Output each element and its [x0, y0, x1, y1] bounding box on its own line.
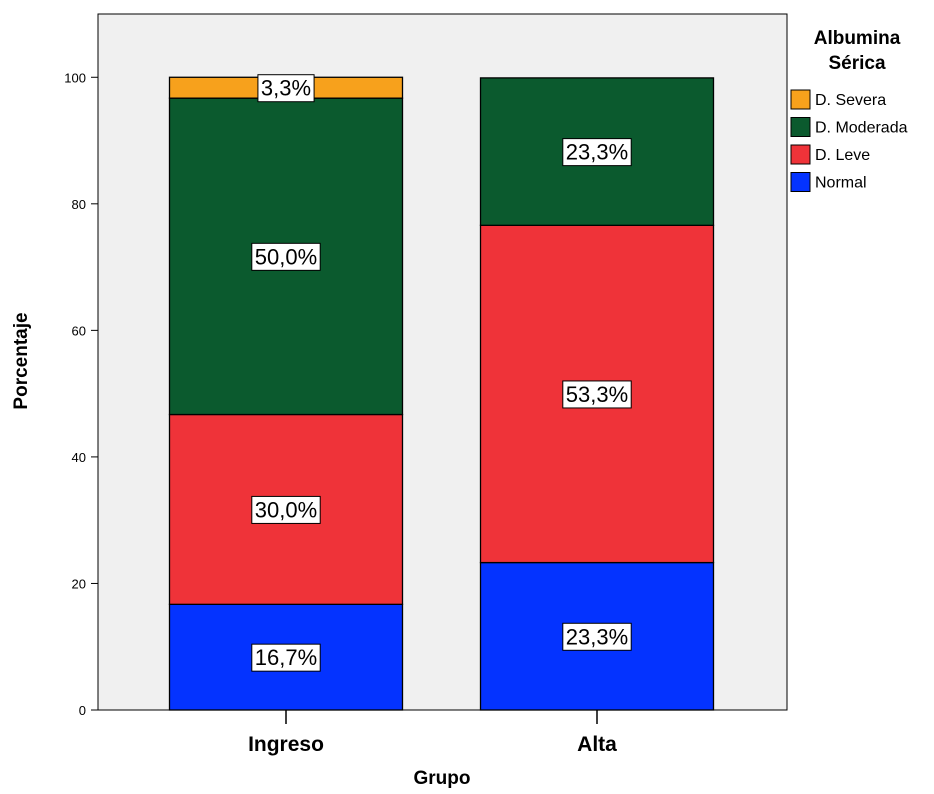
- data-label-text: 3,3%: [261, 76, 311, 101]
- data-label-box: [562, 138, 632, 167]
- data-label-alta-d-leve: 53,3%: [562, 380, 632, 409]
- legend-swatch-d-moderada: [790, 117, 811, 137]
- data-label-ingreso-d-severa: 3,3%: [257, 74, 315, 103]
- y-tick-label: 100: [64, 70, 86, 85]
- data-label-alta-normal: 23,3%: [562, 622, 632, 651]
- legend: Albumina Sérica D. Severa D. Moderada D. L…: [790, 28, 908, 192]
- y-tick-label: 20: [72, 576, 86, 591]
- y-tick-label: 80: [72, 197, 86, 212]
- legend-label-d-severa: D. Severa: [815, 92, 886, 109]
- data-label-ingreso-d-leve: 30,0%: [251, 495, 321, 524]
- y-tick-label: 0: [79, 703, 86, 718]
- legend-swatch-d-leve: [790, 144, 811, 165]
- x-category-label-alta: Alta: [577, 733, 617, 756]
- data-label-ingreso-d-moderada: 50,0%: [251, 242, 321, 271]
- data-label-box: [251, 643, 321, 672]
- legend-label-normal: Normal: [815, 175, 867, 192]
- data-label-box: [251, 242, 321, 271]
- legend-swatch-d-severa: [790, 89, 811, 110]
- data-label-text: 50,0%: [255, 244, 317, 269]
- data-label-text: 30,0%: [255, 497, 317, 522]
- legend-label-d-leve: D. Leve: [815, 147, 870, 164]
- data-label-alta-d-moderada: 23,3%: [562, 138, 632, 167]
- x-axis: Ingreso Alta: [248, 710, 617, 756]
- y-axis-title: Porcentaje: [11, 312, 32, 409]
- data-label-text: 23,3%: [566, 140, 628, 165]
- legend-title-line-2: Sérica: [828, 53, 885, 74]
- legend-label-d-moderada: D. Moderada: [815, 120, 908, 137]
- y-tick-label: 40: [72, 450, 86, 465]
- y-axis: 0 20 40 60 80 100: [64, 14, 99, 718]
- data-label-box: [562, 622, 632, 651]
- x-category-label-ingreso: Ingreso: [248, 733, 324, 756]
- data-label-box: [257, 74, 315, 103]
- legend-swatch-normal: [790, 172, 811, 192]
- data-labels-group: 16,7% 30,0% 50,0% 3,3% 23,3% 53,3% 23,3%: [251, 74, 632, 672]
- legend-title-line-1: Albumina: [814, 28, 901, 49]
- x-axis-title: Grupo: [414, 768, 471, 789]
- legend-items: D. Severa D. Moderada D. Leve Normal: [790, 89, 908, 192]
- data-label-text: 23,3%: [566, 624, 628, 649]
- data-label-text: 16,7%: [255, 645, 317, 670]
- data-label-text: 53,3%: [566, 382, 628, 407]
- data-label-box: [251, 495, 321, 524]
- data-label-box: [562, 380, 632, 409]
- data-label-ingreso-normal: 16,7%: [251, 643, 321, 672]
- y-tick-label: 60: [72, 323, 86, 338]
